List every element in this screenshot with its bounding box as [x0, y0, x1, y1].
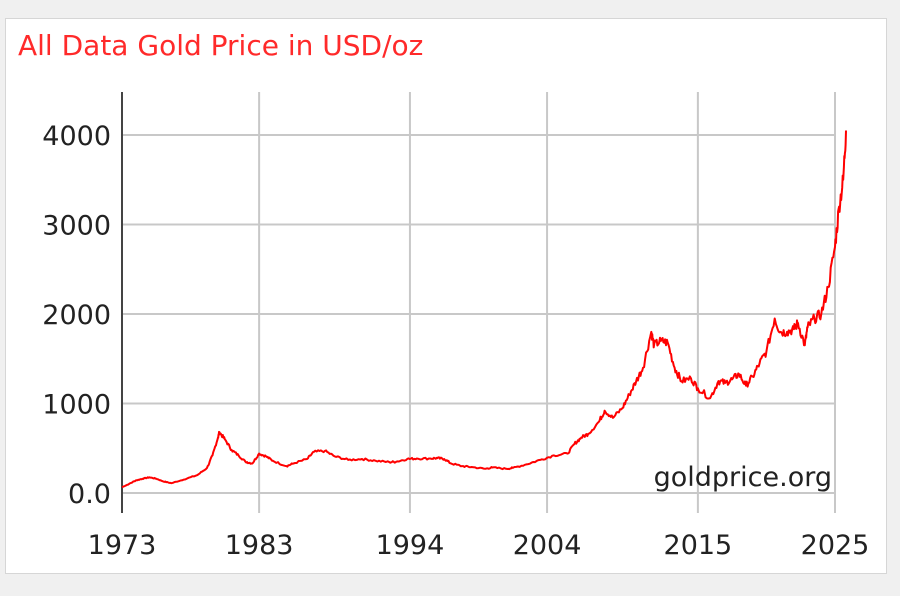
y-tick-label: 3000 [42, 211, 111, 242]
x-tick-label: 2025 [801, 530, 870, 561]
chart-frame [5, 18, 887, 574]
y-tick-label: 2000 [42, 300, 111, 331]
watermark-label: goldprice.org [654, 462, 832, 493]
x-tick-label: 1994 [376, 530, 445, 561]
x-tick-label: 1983 [225, 530, 294, 561]
y-tick-label: 4000 [42, 121, 111, 152]
series-layer [121, 130, 847, 489]
x-tick-label: 1973 [88, 530, 157, 561]
y-tick-label: 1000 [42, 390, 111, 421]
chart-title: All Data Gold Price in USD/oz [18, 29, 424, 62]
tick-labels: 0.0 1000 2000 3000 4000 1973 1983 1994 2004 2015 2… [42, 121, 869, 561]
y-tick-label: 0.0 [68, 479, 111, 510]
grid [121, 92, 836, 513]
x-tick-label: 2015 [664, 530, 733, 561]
x-tick-label: 2004 [513, 530, 582, 561]
gold-price-line [121, 130, 847, 489]
